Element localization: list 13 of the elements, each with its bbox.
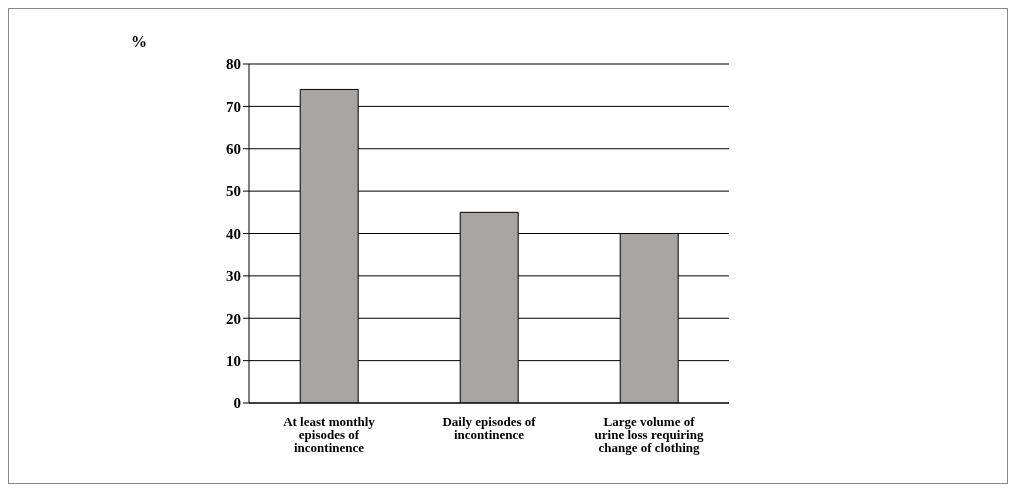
y-tick-label: 70: [226, 98, 241, 115]
y-tick-label: 20: [226, 310, 241, 327]
y-tick-label: 50: [226, 183, 241, 200]
x-tick-label: At least monthly episodes of incontinence: [283, 414, 376, 456]
y-tick-label: 60: [226, 141, 241, 158]
y-tick-label: 40: [226, 225, 241, 242]
x-tick-label: Large volume of urine loss requiring change of clothing: [594, 414, 704, 456]
y-tick-label: 0: [233, 395, 241, 412]
x-tick-label: Daily episodes of incontinence: [442, 414, 537, 443]
y-axis-title: %: [131, 33, 147, 51]
y-tick-label: 30: [226, 268, 241, 285]
y-tick-label: 80: [226, 56, 241, 73]
y-tick-label: 10: [226, 352, 241, 369]
